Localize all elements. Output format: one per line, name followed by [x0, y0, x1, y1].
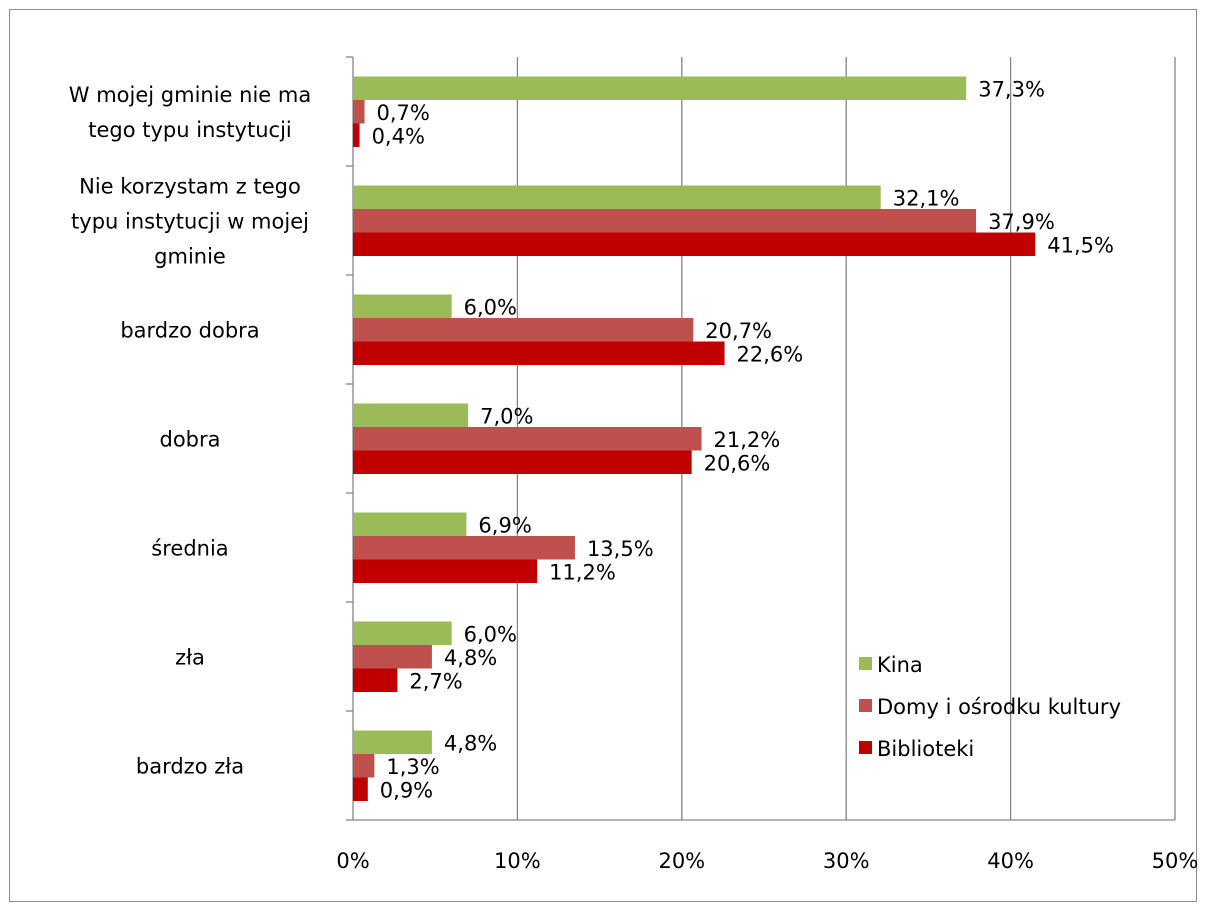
category-label: typu instytucji w mojej: [71, 210, 309, 234]
data-label: 0,7%: [377, 101, 430, 125]
x-tick-label: 0%: [336, 849, 369, 873]
data-label: 7,0%: [480, 404, 533, 428]
bar: [353, 100, 365, 124]
bar: [353, 123, 360, 147]
bar: [353, 668, 398, 692]
legend-label: Biblioteki: [877, 737, 974, 761]
category-label: W mojej gminie nie ma: [69, 83, 311, 107]
data-label: 37,9%: [988, 210, 1055, 234]
legend-label: Kina: [877, 653, 923, 677]
bar: [353, 645, 432, 669]
bar: [353, 450, 692, 474]
data-label: 6,0%: [464, 622, 517, 646]
data-label: 0,9%: [380, 778, 433, 802]
category-label: bardzo dobra: [120, 319, 259, 343]
x-tick-label: 10%: [494, 849, 541, 873]
bar: [353, 403, 469, 427]
bar: [353, 294, 452, 318]
data-label: 4,8%: [444, 731, 497, 755]
x-tick-label: 30%: [823, 849, 870, 873]
data-label: 41,5%: [1047, 233, 1114, 257]
data-label: 37,3%: [978, 77, 1045, 101]
bar: [353, 209, 977, 233]
legend-swatch: [859, 657, 872, 670]
data-label: 20,7%: [705, 319, 772, 343]
data-label: 6,9%: [478, 513, 531, 537]
category-label: zła: [175, 646, 205, 670]
data-label: 11,2%: [549, 560, 616, 584]
bar: [353, 427, 702, 451]
bar: [353, 559, 538, 583]
data-label: 0,4%: [372, 124, 425, 148]
data-label: 2,7%: [409, 669, 462, 693]
category-label: tego typu instytucji: [88, 118, 292, 142]
category-label: Nie korzystam z tego: [79, 175, 301, 199]
category-label: dobra: [159, 428, 220, 452]
category-label: średnia: [151, 537, 228, 561]
x-tick-label: 50%: [1152, 849, 1199, 873]
bar: [353, 512, 467, 536]
legend-label: Domy i ośrodku kultury: [877, 695, 1121, 719]
bar: [353, 730, 432, 754]
bar: [353, 318, 694, 342]
data-label: 4,8%: [444, 646, 497, 670]
data-label: 20,6%: [704, 451, 771, 475]
category-label: gminie: [154, 245, 226, 269]
data-label: 13,5%: [587, 537, 654, 561]
data-label: 21,2%: [714, 428, 781, 452]
data-label: 22,6%: [737, 342, 804, 366]
bar: [353, 621, 452, 645]
bar: [353, 232, 1036, 256]
data-label: 6,0%: [464, 295, 517, 319]
data-label: 1,3%: [386, 755, 439, 779]
bar: [353, 754, 375, 778]
bar: [353, 185, 881, 209]
legend-swatch: [859, 699, 872, 712]
bar: [353, 341, 725, 365]
category-label: bardzo zła: [136, 755, 244, 779]
bar: [353, 777, 368, 801]
x-tick-label: 40%: [987, 849, 1034, 873]
x-tick-label: 20%: [658, 849, 705, 873]
legend-swatch: [859, 741, 872, 754]
data-label: 32,1%: [893, 186, 960, 210]
bar: [353, 536, 575, 560]
bar: [353, 76, 967, 100]
